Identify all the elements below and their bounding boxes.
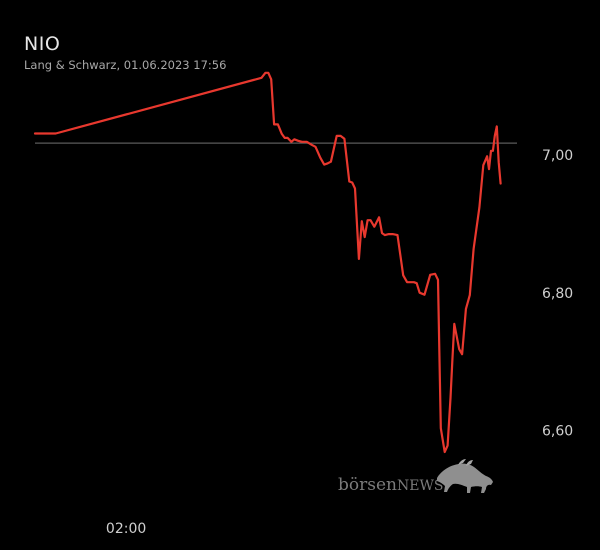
x-tick-label: 02:00: [106, 521, 146, 537]
y-axis-ticks: 7,00 6,80 6,60: [542, 148, 573, 440]
watermark-logo: börsenNEWS: [338, 459, 493, 495]
series-line[interactable]: [33, 71, 502, 454]
x-axis-ticks: 02:00: [106, 521, 146, 537]
bull-icon: [437, 459, 493, 493]
y-tick-label: 6,60: [542, 424, 573, 440]
header: NIO Lang & Schwarz, 01.06.2023 17:56: [24, 32, 226, 72]
page-title: NIO: [24, 33, 61, 55]
y-tick-label: 7,00: [542, 148, 573, 164]
page-subtitle: Lang & Schwarz, 01.06.2023 17:56: [24, 58, 227, 72]
y-tick-label: 6,80: [542, 286, 573, 302]
watermark-text: börsenNEWS: [338, 475, 443, 495]
